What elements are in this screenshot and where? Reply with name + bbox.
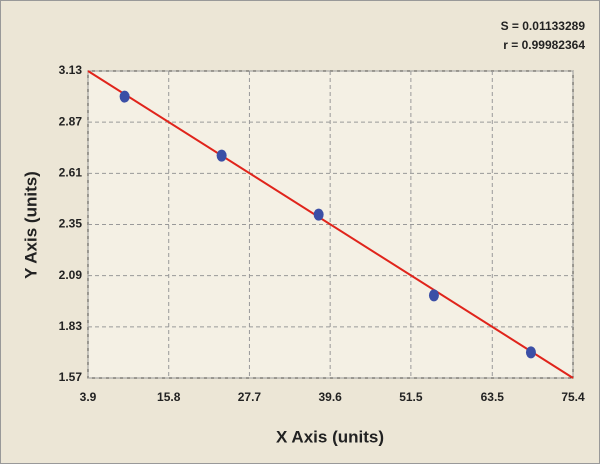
x-tick-label: 75.4: [561, 390, 585, 404]
x-tick-label: 27.7: [238, 390, 262, 404]
x-tick-label: 3.9: [80, 390, 97, 404]
x-tick-label: 51.5: [399, 390, 423, 404]
y-tick-label: 1.83: [59, 319, 83, 333]
annotation: S = 0.01133289: [501, 19, 586, 33]
point: [119, 90, 130, 103]
point: [525, 346, 536, 359]
x-tick-label: 15.8: [157, 390, 181, 404]
annotation: r = 0.99982364: [503, 38, 585, 52]
y-tick-label: 2.61: [59, 166, 83, 180]
x-axis-label: X Axis (units): [276, 427, 384, 446]
y-tick-label: 2.87: [59, 114, 83, 128]
y-tick-label: 2.09: [59, 268, 83, 282]
y-tick-label: 1.57: [59, 370, 83, 384]
y-tick-label: 3.13: [59, 63, 83, 77]
x-tick-label: 63.5: [481, 390, 505, 404]
point: [216, 149, 227, 162]
point: [313, 208, 324, 221]
x-tick-label: 39.6: [318, 390, 342, 404]
point: [428, 289, 439, 302]
y-axis-label: Y Axis (units): [21, 171, 40, 279]
y-tick-label: 2.35: [59, 217, 83, 231]
fit-line: [87, 70, 574, 379]
